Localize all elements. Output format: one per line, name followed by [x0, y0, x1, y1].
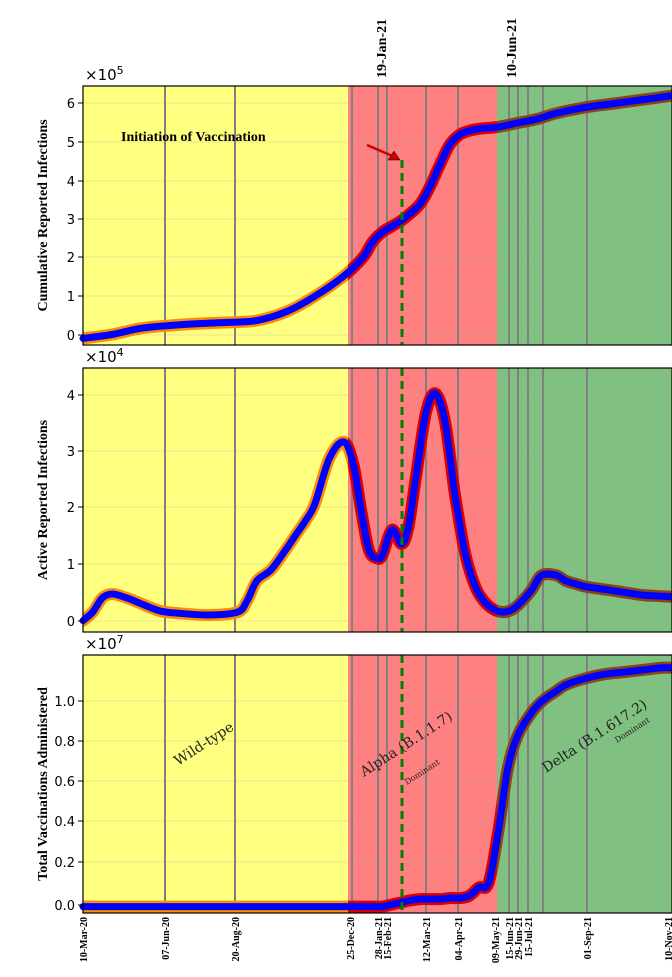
top-date-delta: 10-Jun-21 [505, 18, 520, 78]
y-tick-label: 0 [67, 329, 75, 344]
y-tick-label: 0.8 [54, 735, 75, 750]
wild-type-region [83, 368, 348, 632]
y-axis-label: Active Reported Infections [36, 419, 51, 580]
wild-type-region [83, 655, 348, 913]
x-axis-date-labels: 10-Mar-20 07-Jun-20 20-Aug-20 25-Dec-20 28-J… [79, 917, 672, 963]
delta-region [497, 655, 672, 913]
y-axis-multiplier: ×105 [85, 64, 124, 84]
vaccination-annotation: Initiation of Vaccination [121, 130, 266, 145]
x-tick-label: 10-Nov-21 [664, 917, 672, 961]
y-tick-label: 3 [67, 213, 75, 228]
axes-frame [82, 85, 672, 346]
y-tick-label: 6 [67, 97, 75, 112]
x-tick-label: 15-Jul-21 [524, 917, 535, 957]
x-tick-label: 29-Jun-21 [514, 917, 525, 960]
y-tick-label: 0.4 [54, 815, 75, 830]
x-tick-label: 01-Sep-21 [583, 917, 594, 959]
y-tick-label: 1 [67, 558, 75, 573]
total-vaccinations-panel: 0.0 0.2 0.4 0.6 0.8 1.0 ×107 Total Vaccinations… [36, 633, 672, 914]
y-tick-label: 2 [67, 501, 75, 516]
axes-frame [82, 654, 672, 914]
y-axis-multiplier: ×104 [85, 346, 124, 366]
x-tick-label: 07-Jun-20 [161, 917, 172, 960]
y-tick-label: 0.2 [54, 856, 75, 871]
y-tick-label: 1 [67, 290, 75, 305]
y-tick-label: 0.0 [54, 899, 75, 914]
x-tick-label: 15-Feb-21 [383, 917, 394, 960]
annotation-arrow-head [387, 150, 401, 161]
y-axis-label: Cumulative Reported Infections [36, 119, 51, 312]
y-tick-label: 0 [67, 615, 75, 630]
y-tick-label: 1.0 [54, 695, 75, 710]
x-tick-label: 28-Jan-21 [374, 917, 385, 959]
top-date-vaccination: 19-Jan-21 [375, 19, 390, 78]
y-axis-multiplier: ×107 [85, 633, 124, 653]
active-infections-panel: 0 1 2 3 4 ×104 Active Reported Infections [36, 346, 672, 633]
x-tick-label: 04-Apr-21 [454, 917, 465, 961]
y-tick-label: 4 [67, 389, 75, 404]
x-tick-label: 20-Aug-20 [231, 917, 242, 961]
delta-region [497, 86, 672, 345]
cumulative-infections-panel: 0 1 2 3 4 5 6 ×105 Cumulative Reported Infection… [36, 64, 672, 346]
y-tick-label: 2 [67, 251, 75, 266]
alpha-region [348, 655, 497, 913]
x-tick-label: 12-Mar-21 [422, 917, 433, 962]
x-tick-label: 10-Mar-20 [79, 917, 90, 962]
axes-frame [82, 367, 672, 633]
y-tick-label: 5 [67, 136, 75, 151]
y-tick-label: 3 [67, 445, 75, 460]
y-axis-label: Total Vaccinations Administered [36, 687, 51, 881]
model-fit-line [79, 389, 672, 625]
x-tick-label: 25-Dec-20 [346, 917, 357, 960]
x-tick-label: 15-Jun-21 [505, 917, 516, 960]
model-fit-line [79, 664, 672, 911]
model-fit-line [79, 92, 672, 342]
x-tick-label: 09-May-21 [491, 917, 502, 963]
y-tick-label: 4 [67, 175, 75, 190]
y-tick-label: 0.6 [54, 775, 75, 790]
